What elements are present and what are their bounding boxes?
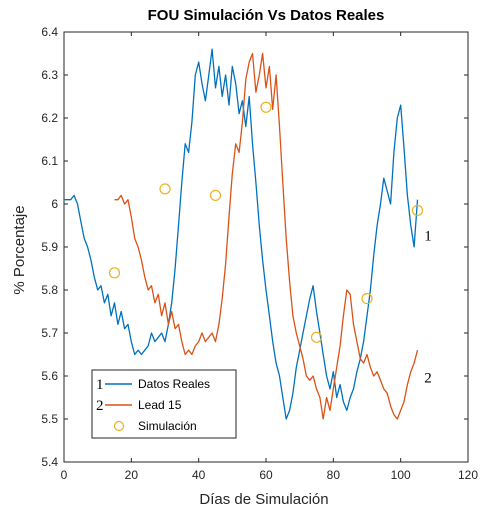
x-axis-label: Días de Simulación <box>199 491 328 508</box>
x-tick-label: 120 <box>458 468 478 482</box>
y-tick-label: 5.4 <box>41 455 58 469</box>
series-annotation-2: 2 <box>424 370 432 386</box>
y-tick-label: 5.8 <box>41 283 58 297</box>
series-line-datos-reales <box>64 48 419 420</box>
x-tick-label: 0 <box>61 468 68 482</box>
x-tick-label: 40 <box>192 468 206 482</box>
x-tick-label: 60 <box>259 468 273 482</box>
series-line-lead-15 <box>114 52 419 420</box>
chart-title: FOU Simulación Vs Datos Reales <box>148 7 385 24</box>
legend-box <box>91 369 237 439</box>
y-tick-label: 6.3 <box>41 68 58 82</box>
x-tick-label: 80 <box>327 468 341 482</box>
x-tick-label: 100 <box>391 468 411 482</box>
series-annotation-1: 1 <box>424 229 432 245</box>
legend-item: 2 Lead 15 <box>96 398 182 414</box>
simulation-marker <box>310 331 323 343</box>
simulation-marker <box>159 183 171 195</box>
simulation-marker <box>108 267 121 279</box>
y-axis-label: % Porcentaje <box>11 205 28 294</box>
y-tick-label: 5.5 <box>41 412 58 426</box>
simulation-marker <box>411 204 424 217</box>
x-tick-label: 20 <box>125 468 139 482</box>
legend-item: 1 Datos Reales <box>96 377 210 393</box>
y-tick-label: 6.2 <box>41 111 58 125</box>
legend-label: Simulación <box>138 419 197 433</box>
simulation-marker <box>209 189 222 201</box>
legend-marker-number: 2 <box>96 398 104 414</box>
y-tick-label: 5.6 <box>41 369 58 383</box>
simulation-marker <box>361 293 373 305</box>
y-tick-label: 5.9 <box>41 240 58 254</box>
y-tick-label: 5.7 <box>41 326 58 340</box>
legend-label: Lead 15 <box>138 398 182 412</box>
y-tick-label: 6.1 <box>41 154 58 168</box>
legend-marker <box>113 420 125 432</box>
legend-marker-number: 1 <box>96 377 104 393</box>
y-tick-label: 6 <box>51 197 58 211</box>
simulation-marker <box>260 101 272 113</box>
legend-label: Datos Reales <box>138 377 210 391</box>
legend-item: Simulación <box>113 419 197 433</box>
y-tick-label: 6.4 <box>41 25 58 39</box>
